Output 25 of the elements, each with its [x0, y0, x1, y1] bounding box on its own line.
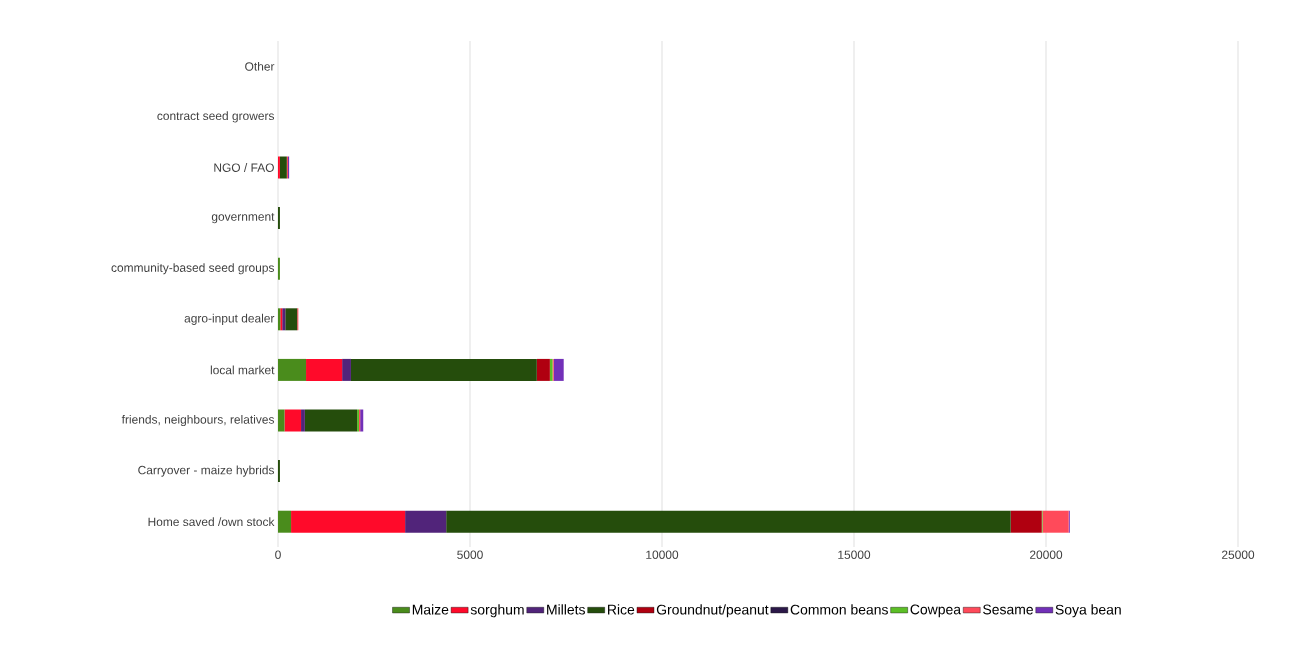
x-tick-label: 10000 — [646, 550, 679, 559]
y-tick-label: community-based seed groups — [111, 263, 275, 275]
y-tick-label: Other — [245, 61, 275, 71]
y-tick-label: government — [211, 213, 275, 224]
y-tick-label: Carryover - maize hybrids — [138, 465, 275, 477]
legend-label: Rice — [608, 604, 635, 615]
y-tick-label: Home saved /own stock — [148, 517, 275, 527]
legend-label: Groundnut/peanut — [656, 604, 769, 618]
y-tick-label: NGO / FAO — [214, 163, 274, 172]
x-tick-label: 0 — [275, 550, 281, 559]
x-tick-label: 15000 — [838, 550, 871, 559]
y-tick-label: contract seed growers — [157, 111, 275, 123]
legend-label: sorghum — [470, 604, 524, 618]
y-tick-label: agro-input dealer — [184, 313, 275, 325]
legend-label: Soya bean — [1055, 604, 1121, 618]
y-tick-label: friends, neighbours, relatives — [121, 414, 275, 427]
legend-label: Common beans — [790, 604, 888, 615]
x-tick-label: 20000 — [1029, 550, 1063, 559]
x-tick-label: 5000 — [457, 550, 483, 559]
y-tick-label: local market — [210, 365, 275, 375]
legend-label: Millets — [547, 604, 585, 615]
legend-label: Maize — [412, 604, 449, 615]
legend-label: Cowpea — [910, 604, 962, 618]
legend-label: Sesame — [983, 604, 1033, 615]
x-tick-label: 25000 — [1221, 550, 1255, 559]
